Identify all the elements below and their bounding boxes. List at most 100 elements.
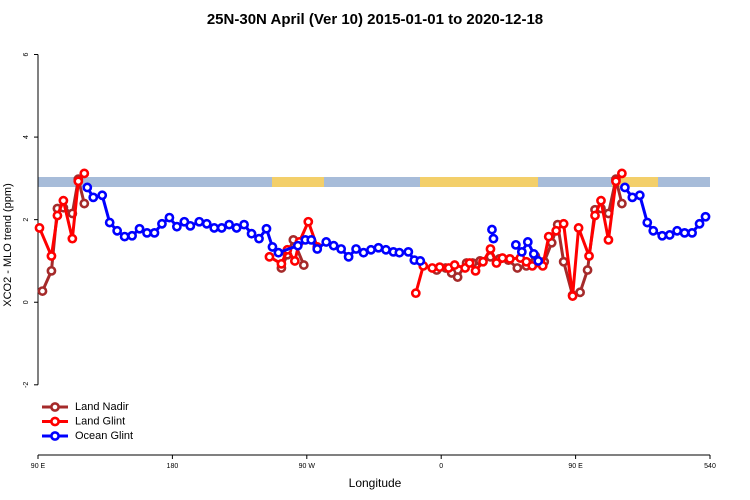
series [34,168,627,301]
data-point [37,286,48,296]
data-point [321,237,332,247]
y-tick-label: 2 [23,218,30,222]
data-point [328,240,339,251]
data-point [510,239,521,250]
data-point [590,210,600,221]
data-point [642,217,653,228]
x-tick-label: 90 E [568,463,583,470]
x-tick-label: 90 E [31,463,46,470]
data-point [558,256,569,267]
data-point [611,176,621,187]
data-point [488,233,499,244]
data-point [373,242,384,253]
legend-marker [50,431,60,441]
data-point [104,217,115,228]
data-point [567,291,578,301]
data-point [478,256,488,267]
data-point [164,212,175,223]
data-point [246,228,257,239]
data-point [627,192,638,203]
data-point [657,230,668,241]
data-point [366,244,376,255]
data-point [634,190,645,201]
y-tick-label: 4 [23,135,30,139]
data-point [289,256,300,266]
legend-marker [50,402,60,412]
legend-label: Land Glint [75,415,125,427]
y-tick-label: 0 [23,300,30,304]
data-point [464,258,475,268]
data-point [381,244,391,255]
chart-title: 25N-30N April (Ver 10) 2015-01-01 to 202… [207,11,543,28]
data-point [261,223,272,234]
data-point [558,218,569,229]
land-band [420,177,538,187]
data-point [491,258,502,268]
data-point [700,211,711,222]
data-point [312,244,323,254]
data-point [134,223,145,234]
data-point [664,230,675,240]
data-point [619,182,630,193]
data-point [201,218,212,229]
data-point [522,237,533,247]
data-point [58,195,69,206]
legend-label: Ocean Glint [75,430,133,442]
data-point [351,244,361,254]
data-point [415,256,426,266]
data-point [584,251,594,261]
data-point [264,251,275,262]
data-point [79,168,90,179]
legend: Land Nadir Land Glint Ocean Glint [42,401,133,442]
data-point [497,253,508,263]
data-point [82,182,93,193]
y-tick-label: -2 [23,382,30,388]
data-point [543,231,554,242]
data-point [34,223,45,233]
data-point [358,247,369,258]
data-point [119,231,130,242]
data-point [616,168,627,179]
data-point [512,263,523,273]
data-point [394,247,405,258]
data-point [343,251,354,262]
data-point [79,198,90,209]
data-point [171,221,182,232]
ocean-band [38,177,710,187]
data-point [603,234,614,245]
data-point [616,198,627,209]
land-mask-band [38,177,710,187]
land-band [612,177,658,187]
data-point [157,218,167,229]
data-point [216,223,227,233]
data-point [185,220,196,231]
data-point [267,242,278,252]
y-axis-label: XCO2 - MLO trend (ppm) [2,183,14,306]
data-point [687,227,697,238]
data-point [504,253,515,264]
data-point [112,225,123,236]
data-point [67,233,78,244]
data-point [596,195,606,206]
y-tick-label: 6 [23,52,30,56]
data-point [528,249,539,259]
data-point [194,216,205,227]
data-point [127,230,137,241]
data-point [533,256,544,266]
data-point [672,225,683,236]
data-point [648,225,659,236]
data-point [209,223,220,233]
data-point [679,227,690,238]
data-point [73,176,84,187]
series [82,182,711,266]
data-point [142,227,152,238]
data-point [582,265,593,275]
data-point [434,262,445,273]
data-point [52,210,63,221]
data-point [449,260,460,270]
data-point [46,265,57,276]
data-point [551,225,562,236]
data-point [239,219,249,230]
data-point [487,224,497,235]
